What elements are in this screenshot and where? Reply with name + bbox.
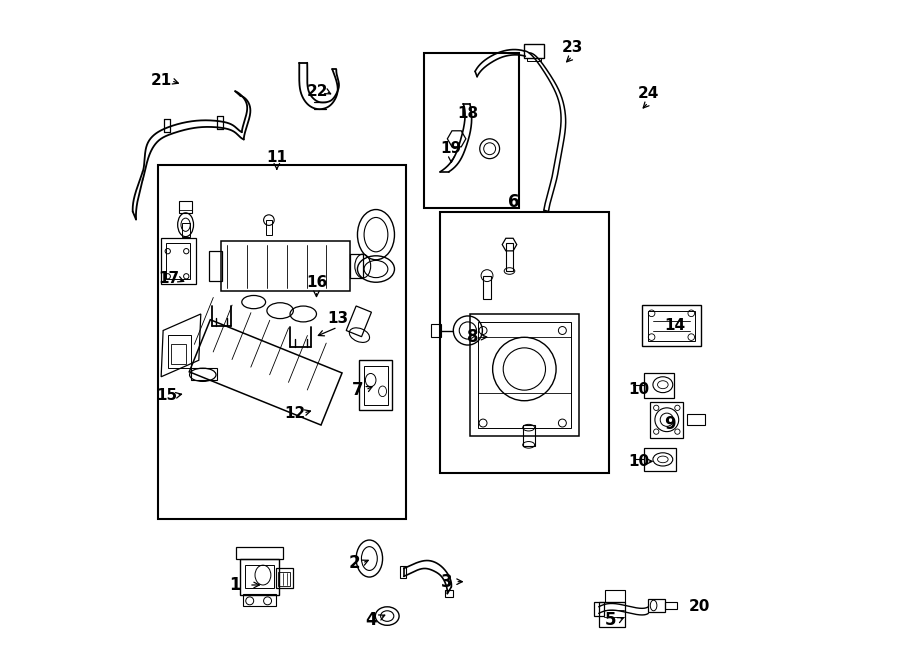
Bar [665,602,677,609]
Bar [651,402,683,438]
Bar [220,241,349,291]
Bar [166,243,190,279]
Bar [209,251,222,281]
Bar [171,344,185,364]
Bar [648,599,665,612]
Bar [278,572,290,586]
Text: 14: 14 [664,318,685,332]
Bar [687,414,705,425]
Bar [189,320,342,425]
Bar [606,590,626,602]
Bar [483,276,491,299]
Bar [644,448,676,471]
Bar [276,568,292,588]
Bar [266,220,272,235]
Text: 24: 24 [637,87,659,101]
Text: 8: 8 [467,328,478,346]
Text: 4: 4 [365,611,377,629]
Bar [440,212,608,473]
Bar [523,425,535,446]
Text: 18: 18 [457,106,479,121]
Bar [648,311,695,341]
Text: 7: 7 [352,381,364,399]
Bar [167,335,191,368]
Bar [243,594,276,606]
Text: 20: 20 [689,600,710,614]
Text: 13: 13 [327,311,348,326]
Bar [506,243,513,271]
Text: 3: 3 [441,572,453,591]
Bar [161,238,195,284]
Text: 16: 16 [306,276,327,290]
Bar [182,223,190,237]
Bar [400,566,407,578]
Text: 12: 12 [284,406,305,420]
Bar [237,547,283,559]
Text: 23: 23 [562,40,583,55]
Text: 11: 11 [266,150,287,165]
Bar [346,306,372,336]
Bar [431,324,441,337]
Bar [424,53,519,208]
Bar [445,590,453,597]
Text: 2: 2 [348,554,360,572]
Bar [359,360,392,410]
Bar [642,305,701,346]
Bar [349,254,363,278]
Bar [239,559,280,595]
Text: 21: 21 [151,73,173,88]
Bar [245,565,274,588]
Bar [478,322,571,428]
Bar [179,201,193,213]
Bar [527,58,541,61]
Bar [158,165,406,519]
Text: 6: 6 [508,192,520,211]
Text: 15: 15 [157,388,177,403]
Text: 19: 19 [441,141,462,156]
Text: 10: 10 [628,454,650,469]
Text: 17: 17 [158,272,179,286]
Text: 5: 5 [605,611,617,629]
Bar [364,366,388,405]
Bar [524,44,544,58]
Bar [594,602,604,616]
Bar [191,368,217,380]
Bar [470,314,579,436]
Bar [598,602,625,627]
Text: 9: 9 [664,415,676,434]
Text: 22: 22 [307,84,328,98]
Bar [644,373,674,398]
Text: 1: 1 [230,576,241,594]
Text: 10: 10 [628,383,650,397]
